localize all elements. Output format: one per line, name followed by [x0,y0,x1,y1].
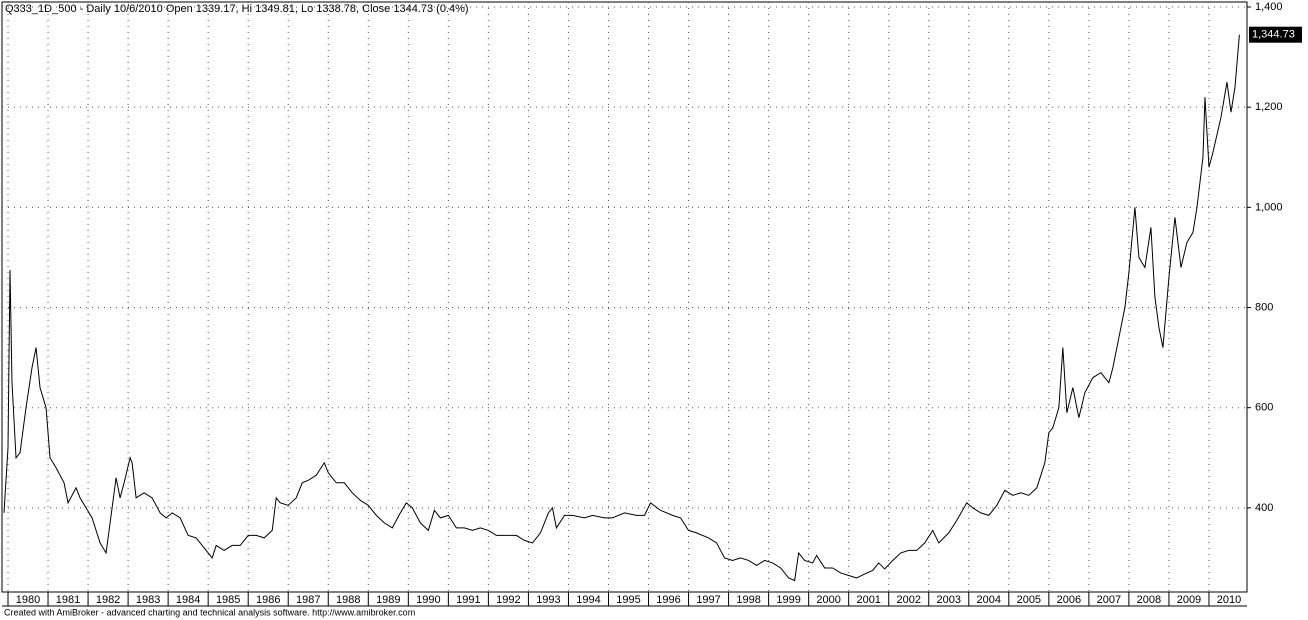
x-tick-label: 1993 [536,594,560,606]
x-tick-label: 2006 [1057,594,1081,606]
price-line [3,34,1240,582]
x-tick-label: 1994 [576,594,600,606]
y-tick-label: 600 [1255,402,1273,414]
x-tick-label: 2004 [977,594,1001,606]
x-tick-label: 1999 [776,594,800,606]
x-tick-label: 1985 [216,594,240,606]
last-value-box [1249,26,1302,43]
x-tick-label: 1983 [136,594,160,606]
x-tick-label: 1980 [16,594,40,606]
plot-frame [1,1,1248,593]
x-tick-label: 1987 [296,594,320,606]
chart-title: Q333_1D_500 - Daily 10/6/2010 Open 1339.… [5,3,469,15]
y-tick-label: 800 [1255,301,1273,313]
x-tick-label: 2000 [816,594,840,606]
footer: Created with AmiBroker - advanced charti… [4,607,415,617]
x-tick-label: 1996 [656,594,680,606]
y-tick-label: 1,200 [1255,101,1283,113]
x-tick-label: 1982 [96,594,120,606]
x-tick-label: 2009 [1177,594,1201,606]
x-tick-label: 1991 [456,594,480,606]
x-tick-label: 1997 [696,594,720,606]
x-tick-label: 1989 [376,594,400,606]
x-tick-label: 1988 [336,594,360,606]
x-tick-label: 2002 [896,594,920,606]
x-tick-label: 1981 [56,594,80,606]
x-tick-label: 2010 [1217,594,1241,606]
x-tick-label: 1984 [176,594,200,606]
x-tick-label: 2003 [937,594,961,606]
y-tick-label: 400 [1255,502,1273,514]
x-tick-label: 1986 [256,594,280,606]
x-tick-label: 1995 [616,594,640,606]
y-tick-label: 1,400 [1255,1,1283,13]
x-tick-label: 1990 [416,594,440,606]
x-tick-label: 2001 [856,594,880,606]
x-tick-label: 2007 [1097,594,1121,606]
y-tick-label: 1,000 [1255,201,1283,213]
x-tick-label: 1992 [496,594,520,606]
x-tick-label: 2005 [1017,594,1041,606]
x-tick-label: 1998 [736,594,760,606]
last-value-label: 1,344.73 [1252,29,1295,41]
x-tick-label: 2008 [1137,594,1161,606]
